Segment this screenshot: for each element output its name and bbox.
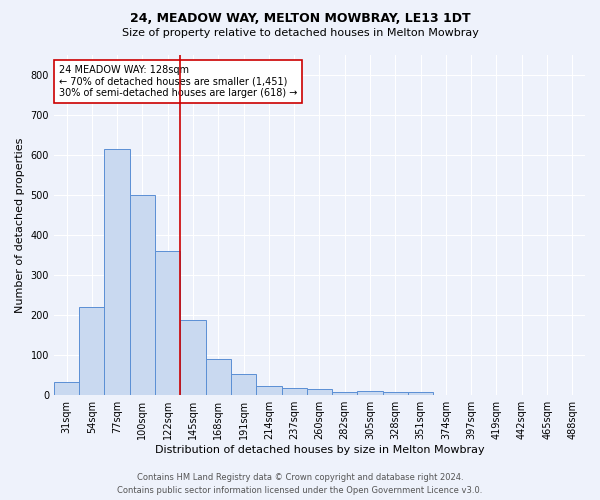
Bar bbox=[383, 392, 408, 395]
Bar bbox=[181, 320, 206, 395]
Bar bbox=[130, 195, 155, 395]
Bar bbox=[155, 251, 181, 395]
Text: Size of property relative to detached houses in Melton Mowbray: Size of property relative to detached ho… bbox=[122, 28, 478, 38]
Bar bbox=[256, 386, 281, 395]
Text: Contains HM Land Registry data © Crown copyright and database right 2024.
Contai: Contains HM Land Registry data © Crown c… bbox=[118, 474, 482, 495]
Bar bbox=[104, 149, 130, 395]
Bar bbox=[307, 389, 332, 395]
Y-axis label: Number of detached properties: Number of detached properties bbox=[15, 138, 25, 313]
Bar bbox=[54, 382, 79, 395]
X-axis label: Distribution of detached houses by size in Melton Mowbray: Distribution of detached houses by size … bbox=[155, 445, 484, 455]
Bar bbox=[358, 391, 383, 395]
Bar bbox=[332, 392, 358, 395]
Text: 24, MEADOW WAY, MELTON MOWBRAY, LE13 1DT: 24, MEADOW WAY, MELTON MOWBRAY, LE13 1DT bbox=[130, 12, 470, 26]
Bar bbox=[281, 388, 307, 395]
Bar bbox=[206, 359, 231, 395]
Bar bbox=[79, 307, 104, 395]
Bar bbox=[408, 392, 433, 395]
Bar bbox=[231, 374, 256, 395]
Text: 24 MEADOW WAY: 128sqm
← 70% of detached houses are smaller (1,451)
30% of semi-d: 24 MEADOW WAY: 128sqm ← 70% of detached … bbox=[59, 65, 298, 98]
